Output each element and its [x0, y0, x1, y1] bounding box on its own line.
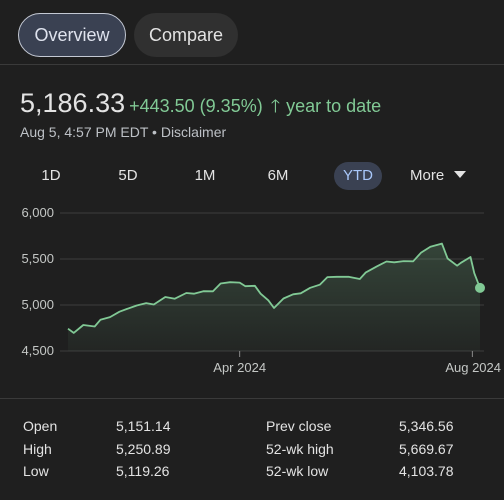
stat-row: High 5,250.89 52-wk high 5,669.67 [0, 441, 504, 464]
caret-down-icon [454, 170, 467, 178]
divider [0, 64, 504, 65]
stat-value-prev-close: 5,346.56 [399, 418, 454, 434]
period-label: year to date [286, 96, 382, 116]
x-tick-label: Apr 2024 [213, 360, 266, 375]
y-tick-label: 5,000 [21, 297, 54, 312]
arrow-up-icon: 🡑 [270, 96, 281, 116]
price-change: +443.50 (9.35%) [129, 96, 263, 116]
stat-row: Open 5,151.14 Prev close 5,346.56 [0, 418, 504, 441]
stat-row: Low 5,119.26 52-wk low 4,103.78 [0, 463, 504, 486]
range-5d[interactable]: 5D [118, 167, 138, 184]
more-label: More [410, 167, 445, 184]
chart-endpoint-marker [475, 282, 485, 293]
y-tick-label: 4,500 [21, 343, 54, 358]
stat-label-open: Open [23, 418, 58, 434]
tab-compare[interactable]: Compare [134, 13, 238, 57]
price-chart[interactable]: 6,000 5,500 5,000 4,500 Apr 2024 Aug 2024 [0, 195, 504, 385]
chart-line [67, 242, 481, 334]
stat-label-prev-close: Prev close [266, 418, 332, 434]
stats-divider [0, 398, 504, 399]
price-row: 5,186.33 +443.50 (9.35%) 🡑 year to date [20, 88, 381, 124]
stat-value-open: 5,151.14 [116, 418, 171, 434]
stat-label-high: High [23, 440, 52, 457]
separator-dot: • [152, 124, 161, 140]
y-tick-label: 5,500 [21, 251, 54, 266]
stat-label-52wk-low: 52-wk low [266, 463, 329, 479]
stat-value-52wk-low: 4,103.78 [399, 463, 454, 479]
x-tick-label: Aug 2024 [445, 360, 501, 375]
stat-value-52wk-high: 5,669.67 [399, 440, 454, 457]
range-6m[interactable]: 6M [267, 167, 289, 184]
stat-label-low: Low [23, 463, 49, 479]
y-tick-label: 6,000 [21, 205, 54, 220]
disclaimer-link[interactable]: Disclaimer [160, 124, 227, 140]
timestamp-line: Aug 5, 4:57 PM EDT • Disclaimer [20, 124, 226, 140]
range-selector: 1D 5D 1M 6M YTD [0, 162, 504, 190]
stats-table: Open 5,151.14 Prev close 5,346.56 High 5… [0, 418, 504, 486]
chart-area-fill [68, 243, 480, 351]
current-price: 5,186.33 [20, 88, 126, 118]
tab-bar: Overview Compare [18, 13, 238, 57]
tab-overview[interactable]: Overview [18, 13, 126, 57]
stat-value-low: 5,119.26 [116, 463, 170, 479]
timestamp: Aug 5, 4:57 PM EDT [20, 124, 149, 140]
range-1d[interactable]: 1D [41, 167, 61, 184]
stat-label-52wk-high: 52-wk high [266, 440, 334, 457]
stat-value-high: 5,250.89 [116, 440, 171, 457]
range-1m[interactable]: 1M [194, 167, 216, 184]
more-dropdown[interactable]: More [410, 162, 467, 190]
range-ytd[interactable]: YTD [334, 162, 382, 190]
